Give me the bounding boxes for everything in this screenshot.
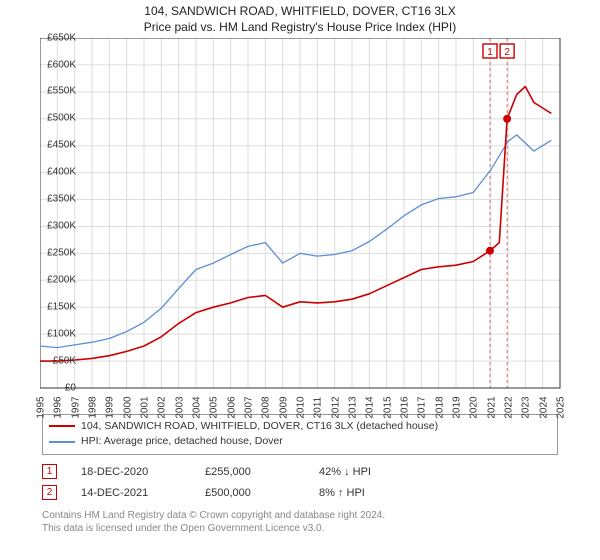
footer-line2: This data is licensed under the Open Gov…	[42, 522, 558, 535]
y-axis-label: £250K	[47, 247, 76, 258]
line-chart: 12	[40, 38, 600, 408]
legend-label: 104, SANDWICH ROAD, WHITFIELD, DOVER, CT…	[81, 419, 438, 435]
chart-area: 12 £0 £50K £100K £150K £200K £250K £300K £350K £…	[40, 38, 600, 408]
x-axis-label: 1999	[105, 396, 116, 418]
legend: 104, SANDWICH ROAD, WHITFIELD, DOVER, CT…	[42, 414, 558, 456]
sale-marker-1: 1	[483, 44, 497, 58]
sale-marker-box: 1	[42, 464, 57, 479]
x-axis-label: 1995	[36, 396, 47, 418]
x-axis-label: 2025	[556, 396, 567, 418]
x-axis-label: 1996	[53, 396, 64, 418]
legend-swatch	[49, 441, 75, 443]
x-axis-label: 2021	[486, 396, 497, 418]
y-axis-label: £50K	[53, 355, 76, 366]
sale-pct: 42% ↓ HPI	[319, 466, 371, 478]
x-axis-label: 1997	[70, 396, 81, 418]
x-axis-label: 2019	[452, 396, 463, 418]
svg-text:1: 1	[487, 47, 493, 58]
x-axis-label: 2006	[226, 396, 237, 418]
sales-table: 1 18-DEC-2020 £255,000 42% ↓ HPI 2 14-DEC-202…	[42, 461, 558, 503]
y-axis-label: £500K	[47, 113, 76, 124]
y-axis-label: £200K	[47, 274, 76, 285]
x-axis-label: 2024	[538, 396, 549, 418]
x-axis-label: 2008	[261, 396, 272, 418]
x-axis-label: 2014	[365, 396, 376, 418]
x-axis-label: 2005	[209, 396, 220, 418]
sale-price: £255,000	[205, 466, 295, 478]
y-axis-label: £100K	[47, 328, 76, 339]
x-axis-label: 2003	[174, 396, 185, 418]
x-axis-label: 2001	[140, 396, 151, 418]
y-axis-label: £150K	[47, 301, 76, 312]
sale-date: 18-DEC-2020	[81, 466, 181, 478]
x-axis-label: 2010	[296, 396, 307, 418]
x-axis-label: 2017	[417, 396, 428, 418]
y-axis-label: £450K	[47, 140, 76, 151]
x-axis-label: 2022	[504, 396, 515, 418]
x-axis-label: 2018	[434, 396, 445, 418]
footer: Contains HM Land Registry data © Crown c…	[42, 509, 558, 535]
y-axis-label: £550K	[47, 86, 76, 97]
sale-marker-box: 2	[42, 485, 57, 500]
x-axis-label: 2000	[122, 396, 133, 418]
x-axis-label: 2015	[382, 396, 393, 418]
root: 104, SANDWICH ROAD, WHITFIELD, DOVER, CT…	[0, 0, 600, 560]
x-axis-label: 2023	[521, 396, 532, 418]
x-axis-label: 2002	[157, 396, 168, 418]
svg-text:2: 2	[504, 47, 510, 58]
chart-title: 104, SANDWICH ROAD, WHITFIELD, DOVER, CT…	[0, 0, 600, 20]
x-axis-label: 2012	[330, 396, 341, 418]
x-axis-label: 2011	[313, 396, 324, 418]
legend-item: 104, SANDWICH ROAD, WHITFIELD, DOVER, CT…	[49, 419, 551, 435]
x-axis-label: 2013	[348, 396, 359, 418]
y-axis-label: £600K	[47, 59, 76, 70]
y-axis-label: £0	[65, 382, 76, 393]
sale-row: 1 18-DEC-2020 £255,000 42% ↓ HPI	[42, 461, 558, 482]
legend-item: HPI: Average price, detached house, Dove…	[49, 434, 551, 450]
y-axis-label: £300K	[47, 221, 76, 232]
footer-line1: Contains HM Land Registry data © Crown c…	[42, 509, 558, 522]
x-axis-label: 2009	[278, 396, 289, 418]
y-axis-label: £650K	[47, 32, 76, 43]
legend-label: HPI: Average price, detached house, Dove…	[81, 434, 283, 450]
y-axis-label: £400K	[47, 167, 76, 178]
x-axis-label: 1998	[88, 396, 99, 418]
x-axis-label: 2020	[469, 396, 480, 418]
sale-price: £500,000	[205, 487, 295, 499]
x-axis-label: 2004	[192, 396, 203, 418]
sale-marker-2: 2	[500, 44, 514, 58]
x-axis-label: 2007	[244, 396, 255, 418]
chart-subtitle: Price paid vs. HM Land Registry's House …	[0, 20, 600, 38]
sale-row: 2 14-DEC-2021 £500,000 8% ↑ HPI	[42, 482, 558, 503]
sale-pct: 8% ↑ HPI	[319, 487, 365, 499]
legend-swatch	[49, 425, 75, 427]
y-axis-label: £350K	[47, 194, 76, 205]
x-axis-label: 2016	[400, 396, 411, 418]
sale-date: 14-DEC-2021	[81, 487, 181, 499]
